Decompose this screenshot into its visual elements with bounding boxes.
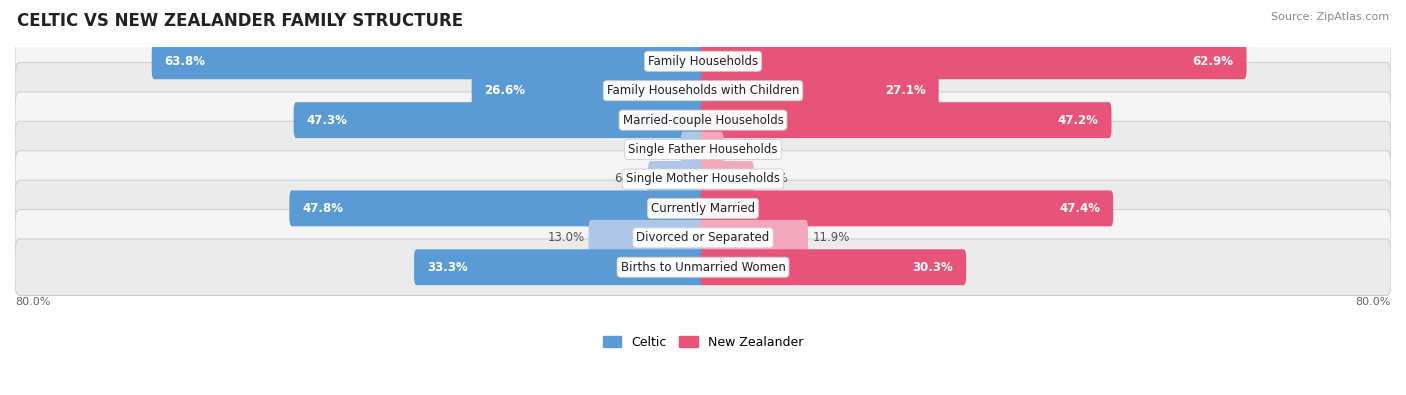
Text: 63.8%: 63.8% — [165, 55, 205, 68]
FancyBboxPatch shape — [15, 210, 1391, 266]
FancyBboxPatch shape — [15, 151, 1391, 207]
Text: 62.9%: 62.9% — [1192, 55, 1233, 68]
FancyBboxPatch shape — [413, 249, 706, 285]
Text: 13.0%: 13.0% — [547, 231, 585, 245]
Text: 2.1%: 2.1% — [728, 143, 758, 156]
Text: Source: ZipAtlas.com: Source: ZipAtlas.com — [1271, 12, 1389, 22]
FancyBboxPatch shape — [15, 239, 1391, 295]
Text: Family Households with Children: Family Households with Children — [607, 84, 799, 97]
Text: 47.8%: 47.8% — [302, 202, 343, 215]
FancyBboxPatch shape — [700, 161, 754, 197]
Text: 2.3%: 2.3% — [647, 143, 676, 156]
FancyBboxPatch shape — [152, 43, 706, 79]
FancyBboxPatch shape — [700, 132, 724, 167]
Text: 6.1%: 6.1% — [614, 173, 644, 186]
Text: 80.0%: 80.0% — [1355, 297, 1391, 307]
Text: 11.9%: 11.9% — [813, 231, 849, 245]
FancyBboxPatch shape — [15, 33, 1391, 90]
FancyBboxPatch shape — [15, 62, 1391, 119]
FancyBboxPatch shape — [15, 92, 1391, 149]
FancyBboxPatch shape — [294, 102, 706, 138]
Text: 47.4%: 47.4% — [1059, 202, 1101, 215]
FancyBboxPatch shape — [700, 190, 1114, 226]
Text: 47.3%: 47.3% — [307, 114, 347, 127]
Text: 26.6%: 26.6% — [485, 84, 526, 97]
FancyBboxPatch shape — [700, 43, 1247, 79]
Text: 33.3%: 33.3% — [427, 261, 468, 274]
FancyBboxPatch shape — [648, 161, 706, 197]
FancyBboxPatch shape — [15, 121, 1391, 178]
Text: Married-couple Households: Married-couple Households — [623, 114, 783, 127]
Text: Single Mother Households: Single Mother Households — [626, 173, 780, 186]
Text: CELTIC VS NEW ZEALANDER FAMILY STRUCTURE: CELTIC VS NEW ZEALANDER FAMILY STRUCTURE — [17, 12, 463, 30]
FancyBboxPatch shape — [15, 180, 1391, 237]
FancyBboxPatch shape — [700, 73, 939, 109]
Text: Family Households: Family Households — [648, 55, 758, 68]
FancyBboxPatch shape — [681, 132, 706, 167]
Text: Births to Unmarried Women: Births to Unmarried Women — [620, 261, 786, 274]
Text: Divorced or Separated: Divorced or Separated — [637, 231, 769, 245]
Text: Single Father Households: Single Father Households — [628, 143, 778, 156]
Text: Currently Married: Currently Married — [651, 202, 755, 215]
Text: 27.1%: 27.1% — [884, 84, 925, 97]
Legend: Celtic, New Zealander: Celtic, New Zealander — [603, 336, 803, 349]
Text: 30.3%: 30.3% — [912, 261, 953, 274]
FancyBboxPatch shape — [471, 73, 706, 109]
FancyBboxPatch shape — [589, 220, 706, 256]
FancyBboxPatch shape — [700, 102, 1112, 138]
Text: 47.2%: 47.2% — [1057, 114, 1098, 127]
FancyBboxPatch shape — [700, 249, 966, 285]
FancyBboxPatch shape — [290, 190, 706, 226]
Text: 5.6%: 5.6% — [758, 173, 787, 186]
FancyBboxPatch shape — [700, 220, 808, 256]
Text: 80.0%: 80.0% — [15, 297, 51, 307]
